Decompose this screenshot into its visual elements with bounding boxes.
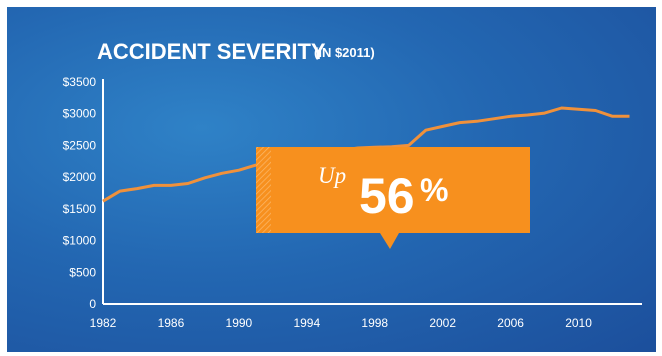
axes bbox=[102, 79, 642, 305]
x-tick-label: 2010 bbox=[565, 316, 592, 330]
y-tick-label: $2000 bbox=[63, 170, 97, 184]
y-tick-label: $3500 bbox=[63, 75, 97, 89]
y-tick-label: $3000 bbox=[63, 107, 97, 121]
y-tick-label: $1500 bbox=[63, 202, 97, 216]
y-tick-label: $1000 bbox=[63, 234, 97, 248]
callout-prefix: Up bbox=[318, 163, 346, 188]
x-tick-label: 2006 bbox=[497, 316, 524, 330]
line-chart: ACCIDENT SEVERITY (IN $2011) $3500$3000$… bbox=[63, 39, 642, 330]
chart-title: ACCIDENT SEVERITY bbox=[97, 39, 326, 64]
chart-subtitle: (IN $2011) bbox=[314, 45, 375, 60]
x-tick-label: 1994 bbox=[293, 316, 320, 330]
x-tick-label: 1998 bbox=[361, 316, 388, 330]
callout-background bbox=[256, 147, 530, 249]
callout-box: Up 56 % bbox=[256, 147, 530, 249]
y-tick-label: $500 bbox=[69, 265, 96, 279]
callout-value: 56 bbox=[359, 168, 415, 224]
x-axis-ticks: 1982 1986 1990 1994 1998 2002 2006 2010 bbox=[90, 316, 593, 330]
x-tick-label: 1986 bbox=[158, 316, 185, 330]
callout-hatch bbox=[256, 147, 271, 233]
y-tick-label: $2500 bbox=[63, 138, 97, 152]
callout-percent: % bbox=[420, 172, 448, 208]
y-tick-label: 0 bbox=[89, 297, 96, 311]
x-tick-label: 2002 bbox=[429, 316, 456, 330]
y-axis-ticks: $3500 $3000 $2500 $2000 $1500 $1000 $500 0 bbox=[63, 75, 97, 311]
x-tick-label: 1982 bbox=[90, 316, 117, 330]
x-tick-label: 1990 bbox=[226, 316, 253, 330]
